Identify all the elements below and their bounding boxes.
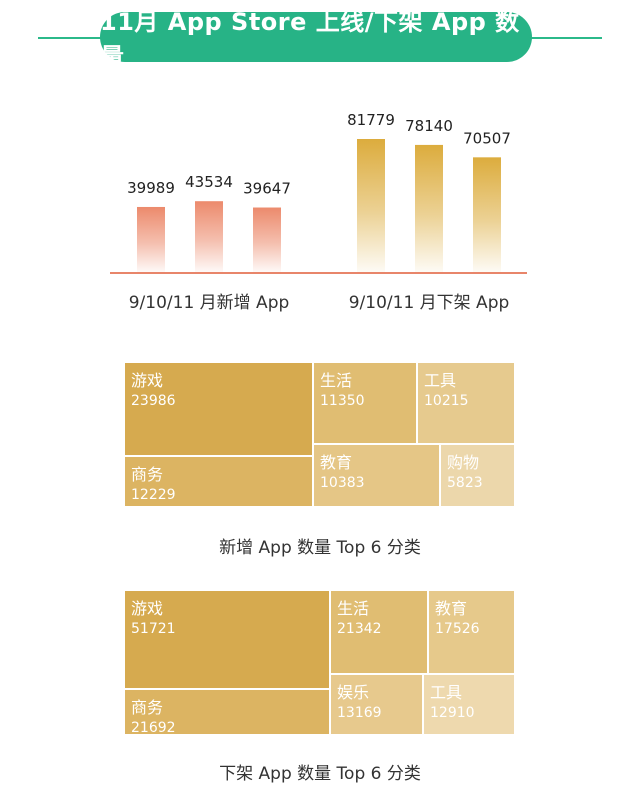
treemap-cell-value: 10215: [424, 393, 469, 409]
treemap-cell-label: 工具: [430, 683, 463, 702]
treemap-cell-label: 游戏: [131, 599, 164, 618]
treemap-cell: 教育 17526: [429, 591, 514, 673]
treemap-cell-value: 12910: [430, 705, 475, 721]
bar-group-label: 9/10/11 月下架 App: [349, 293, 510, 313]
treemap-removed: 游戏 51721 商务 21692 生活 21342 教育 17526 娱乐 13169 工具 129…: [125, 591, 514, 734]
treemap-cell-label: 工具: [424, 371, 457, 390]
treemap-cell: 生活 11350: [314, 363, 416, 443]
page-title: 11月 App Store 上线/下架 App 数量: [100, 8, 532, 71]
treemap-cell-label: 教育: [320, 453, 353, 472]
bar-value-label: 81779: [347, 111, 395, 129]
treemap-cell: 工具 10215: [418, 363, 514, 443]
title-line-left: [38, 37, 108, 39]
treemap-cell-value: 21692: [131, 720, 176, 734]
treemap-removed-caption: 下架 App 数量 Top 6 分类: [219, 764, 421, 784]
bar-removed-2: [473, 157, 501, 272]
title-line-right: [524, 37, 602, 39]
treemap-cell: 游戏 23986: [125, 363, 312, 455]
bar-removed-0: [357, 139, 385, 272]
bar-group-label: 9/10/11 月新增 App: [129, 293, 290, 313]
treemap-cell: 商务 12229: [125, 457, 312, 506]
treemap-cell-value: 11350: [320, 393, 365, 409]
treemap-cell-value: 5823: [447, 475, 483, 491]
treemap-cell-label: 商务: [131, 698, 164, 717]
treemap-cell-value: 21342: [337, 621, 382, 637]
treemap-cell-label: 商务: [131, 465, 164, 484]
treemap-cell-label: 生活: [337, 599, 370, 618]
bar-removed-1: [415, 144, 443, 272]
treemap-cell-value: 17526: [435, 621, 480, 637]
bar-value-label: 43534: [185, 173, 233, 191]
treemap-cell-label: 教育: [435, 599, 468, 618]
bar-new-0: [137, 206, 165, 272]
treemap-cell-value: 51721: [131, 621, 176, 637]
treemap-cell: 娱乐 13169: [331, 675, 422, 734]
treemap-cell-label: 生活: [320, 371, 353, 390]
treemap-cell: 教育 10383: [314, 445, 439, 506]
treemap-cell-value: 13169: [337, 705, 382, 721]
bar-chart: 39989 43534 39647 9/10/11 月新增 App 81779 78140…: [110, 111, 527, 313]
treemap-cell-value: 12229: [131, 487, 176, 503]
bar-new-1: [195, 201, 223, 272]
treemap-cell: 工具 12910: [424, 675, 514, 734]
treemap-cell-value: 10383: [320, 475, 365, 491]
treemap-cell: 商务 21692: [125, 690, 329, 734]
treemap-cell: 游戏 51721: [125, 591, 329, 688]
treemap-cell-label: 游戏: [131, 371, 164, 390]
treemap-cell-value: 23986: [131, 393, 176, 409]
treemap-cell: 生活 21342: [331, 591, 427, 673]
treemap-cell: 购物 5823: [441, 445, 514, 506]
treemap-cell-label: 购物: [447, 453, 480, 472]
bar-value-label: 39647: [243, 180, 291, 198]
bar-value-label: 39989: [127, 179, 175, 197]
bar-value-label: 70507: [463, 129, 511, 147]
treemap-new: 游戏 23986 商务 12229 生活 11350 工具 10215 教育 10383 购物 582…: [125, 363, 514, 506]
bar-new-2: [253, 207, 281, 272]
treemap-new-caption: 新增 App 数量 Top 6 分类: [219, 538, 421, 558]
bar-value-label: 78140: [405, 117, 453, 135]
treemap-cell-label: 娱乐: [337, 683, 370, 702]
